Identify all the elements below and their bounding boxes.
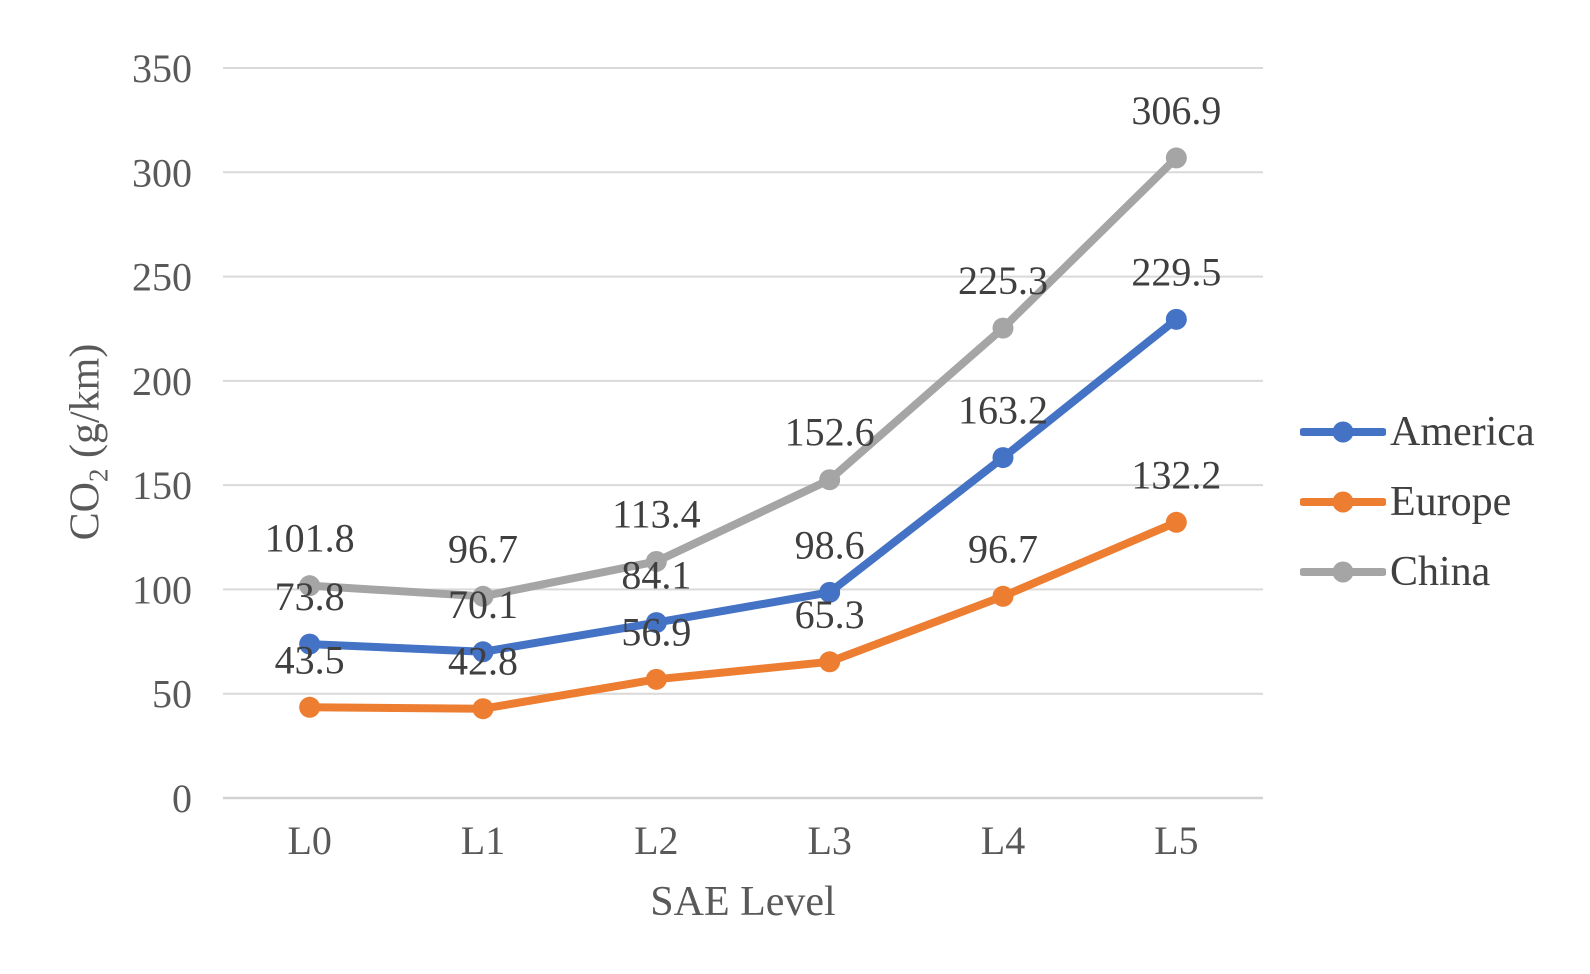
legend-marker-china	[1300, 561, 1386, 583]
series-line-china	[305, 153, 1181, 601]
data-point-america-L1	[472, 641, 494, 663]
data-point-china-L2	[645, 550, 667, 572]
legend: America Europe China	[1300, 397, 1535, 607]
data-point-america-L5	[1165, 308, 1187, 330]
data-label-europe-L1: 42.8	[448, 639, 518, 684]
data-label-china-L2: 113.4	[612, 491, 701, 536]
data-point-europe-L0	[299, 696, 321, 718]
y-tick-label-300: 300	[132, 150, 192, 195]
data-point-china-L4	[992, 317, 1014, 339]
x-tick-label-L2: L2	[634, 818, 678, 863]
legend-marker-europe	[1300, 491, 1386, 513]
y-tick-label-150: 150	[132, 463, 192, 508]
legend-item-china: China	[1300, 537, 1535, 607]
data-label-china-L1: 96.7	[448, 526, 518, 571]
y-tick-label-250: 250	[132, 255, 192, 300]
data-point-europe-L1	[472, 698, 494, 720]
y-axis-title-main: CO	[62, 481, 109, 541]
data-point-america-L3	[819, 581, 841, 603]
data-label-china-L3: 152.6	[785, 410, 875, 455]
data-point-china-L3	[819, 469, 841, 491]
legend-label-china: China	[1390, 549, 1491, 595]
data-label-america-L4: 163.2	[958, 388, 1048, 433]
data-label-china-L5: 306.9	[1131, 88, 1221, 133]
data-label-europe-L3: 65.3	[795, 592, 865, 637]
data-label-america-L5: 229.5	[1131, 249, 1221, 294]
y-axis-title-subscript: 2	[83, 468, 114, 482]
y-tick-label-350: 350	[132, 46, 192, 91]
data-label-america-L1: 70.1	[448, 582, 518, 627]
x-tick-label-L5: L5	[1154, 818, 1198, 863]
x-tick-label-L4: L4	[981, 818, 1025, 863]
data-point-america-L4	[992, 447, 1014, 469]
data-label-china-L0: 101.8	[265, 516, 355, 561]
x-tick-label-L3: L3	[807, 818, 851, 863]
y-tick-label-50: 50	[152, 672, 192, 717]
series-line-america	[305, 315, 1181, 656]
x-tick-label-L0: L0	[287, 818, 331, 863]
legend-label-america: America	[1390, 409, 1535, 455]
data-point-europe-L3	[819, 651, 841, 673]
data-point-europe-L2	[645, 668, 667, 690]
data-point-europe-L5	[1165, 511, 1187, 533]
y-axis-title-unit: (g/km)	[62, 343, 109, 458]
data-point-america-L0	[299, 633, 321, 655]
legend-label-europe: Europe	[1390, 479, 1512, 525]
legend-item-europe: Europe	[1300, 467, 1535, 537]
data-label-china-L4: 225.3	[958, 258, 1048, 303]
data-label-europe-L2: 56.9	[621, 609, 691, 654]
series-line-europe	[305, 518, 1181, 713]
data-label-america-L3: 98.6	[795, 522, 865, 567]
x-axis-title: SAE Level	[650, 879, 836, 925]
data-point-america-L2	[645, 612, 667, 634]
data-label-europe-L5: 132.2	[1131, 452, 1221, 497]
y-tick-label-0: 0	[172, 776, 192, 821]
data-point-china-L0	[299, 575, 321, 597]
x-tick-label-L1: L1	[461, 818, 505, 863]
data-label-europe-L4: 96.7	[968, 526, 1038, 571]
legend-marker-america	[1300, 421, 1386, 443]
data-label-america-L2: 84.1	[621, 553, 691, 598]
y-tick-label-200: 200	[132, 359, 192, 404]
y-tick-label-100: 100	[132, 567, 192, 612]
data-point-china-L1	[472, 585, 494, 607]
data-label-europe-L0: 43.5	[275, 637, 345, 682]
data-point-europe-L4	[992, 585, 1014, 607]
legend-item-america: America	[1300, 397, 1535, 467]
data-label-america-L0: 73.8	[275, 574, 345, 619]
data-point-china-L5	[1165, 147, 1187, 169]
y-axis-title: CO2 (g/km)	[61, 344, 114, 541]
